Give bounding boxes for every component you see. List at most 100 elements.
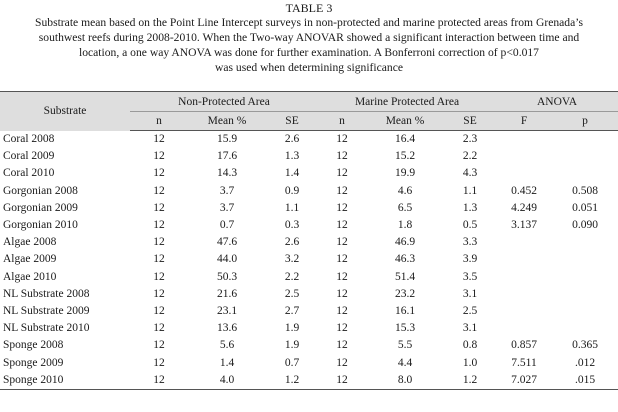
- cell-np-se: 2.2: [284, 270, 300, 283]
- cell-np-n: 12: [153, 339, 165, 352]
- cell-np-se: 2.7: [284, 305, 300, 318]
- header-marine-protected: Marine Protected Area: [318, 91, 497, 112]
- cell-mp-mean: 5.5: [397, 339, 413, 352]
- cell-mp-se: 3.9: [462, 253, 478, 266]
- table-row: Gorgonian 2010 12 0.7 0.3 12 1.8 0.5 3.137 0.090: [0, 217, 618, 234]
- header-np-n: n: [130, 111, 188, 131]
- cell-np-n: 12: [153, 219, 165, 232]
- cell-mp-se: 3.1: [462, 287, 478, 300]
- table-row: Sponge 2008 12 5.6 1.9 12 5.5 0.8 0.857 0.365: [0, 337, 618, 354]
- cell-np-se: 1.9: [284, 339, 300, 352]
- cell-anova-f: [496, 269, 552, 286]
- caption-line: southwest reefs during 2008-2010. When t…: [38, 31, 580, 44]
- cell-anova-p: [552, 303, 618, 320]
- cell-mp-mean: 4.6: [397, 184, 413, 197]
- cell-np-se: 2.6: [284, 133, 300, 145]
- cell-anova-p: 0.508: [572, 184, 598, 197]
- cell-np-mean: 47.6: [216, 236, 238, 249]
- cell-anova-f: [496, 251, 552, 268]
- header-non-protected: Non-Protected Area: [130, 91, 319, 112]
- cell-anova-f: [496, 131, 552, 149]
- cell-np-se: 1.2: [266, 371, 319, 391]
- cell-np-mean: 44.0: [216, 253, 238, 266]
- cell-mp-se: 4.3: [462, 167, 478, 180]
- cell-mp-mean: 46.3: [394, 253, 416, 266]
- cell-substrate: Algae 2010: [3, 270, 57, 283]
- cell-anova-p: [552, 234, 618, 251]
- cell-mp-n: 12: [336, 201, 348, 214]
- cell-mp-se: 2.3: [462, 133, 478, 145]
- table-row: Gorgonian 2008 12 3.7 0.9 12 4.6 1.1 0.452 0.508: [0, 183, 618, 200]
- cell-mp-n: 12: [318, 371, 367, 391]
- cell-substrate: NL Substrate 2008: [3, 287, 90, 300]
- cell-substrate: NL Substrate 2010: [3, 322, 90, 335]
- cell-mp-se: 0.8: [462, 339, 478, 352]
- cell-np-n: 12: [153, 270, 165, 283]
- cell-mp-n: 12: [336, 253, 348, 266]
- cell-np-n: 12: [130, 371, 188, 391]
- cell-substrate: Sponge 2008: [3, 339, 64, 352]
- header-substrate: Substrate: [0, 91, 130, 131]
- table-row: Sponge 2009 12 1.4 0.7 12 4.4 1.0 7.511 .012: [0, 355, 618, 372]
- cell-mp-n: 12: [336, 287, 348, 300]
- cell-anova-f: [496, 303, 552, 320]
- header-sub-row: n Mean % SE n Mean % SE F p: [0, 111, 618, 131]
- cell-np-se: 3.2: [284, 253, 300, 266]
- cell-mp-n: 12: [336, 305, 348, 318]
- cell-anova-f: [496, 234, 552, 251]
- cell-mp-mean: 23.2: [394, 287, 416, 300]
- cell-np-n: 12: [153, 201, 165, 214]
- cell-anova-f: 0.857: [511, 339, 537, 352]
- cell-np-se: 1.3: [284, 150, 300, 163]
- substrate-table: Substrate Non-Protected Area Marine Prot…: [0, 91, 618, 391]
- cell-anova-p: [552, 269, 618, 286]
- cell-anova-p: [552, 286, 618, 303]
- table-row: Algae 2010 12 50.3 2.2 12 51.4 3.5: [0, 269, 618, 286]
- caption-line: location, a one way ANOVA was done for f…: [79, 46, 539, 59]
- header-mp-se: SE: [444, 111, 497, 131]
- cell-mp-mean: 15.2: [394, 150, 416, 163]
- cell-mp-n: 12: [336, 150, 348, 163]
- cell-np-n: 12: [153, 322, 165, 335]
- cell-np-se: 0.9: [284, 184, 300, 197]
- cell-mp-se: 2.2: [462, 150, 478, 163]
- table-caption: Substrate mean based on the Point Line I…: [0, 15, 618, 75]
- cell-substrate: Gorgonian 2010: [3, 219, 78, 232]
- table-row: Algae 2009 12 44.0 3.2 12 46.3 3.9: [0, 251, 618, 268]
- cell-anova-p: [552, 131, 618, 149]
- cell-np-mean: 15.9: [216, 133, 238, 145]
- cell-np-mean: 4.0: [188, 371, 266, 391]
- cell-anova-p: .015: [552, 371, 618, 391]
- caption-line: was used when determining significance: [214, 61, 404, 74]
- cell-substrate: Coral 2008: [3, 132, 55, 145]
- table-row: Coral 2010 12 14.3 1.4 12 19.9 4.3: [0, 165, 618, 182]
- cell-mp-se: 2.5: [462, 305, 478, 318]
- cell-mp-n: 12: [336, 356, 348, 369]
- header-group-row: Substrate Non-Protected Area Marine Prot…: [0, 91, 618, 131]
- cell-anova-f: 0.452: [511, 184, 537, 197]
- cell-np-se: 0.7: [284, 356, 300, 369]
- cell-mp-n: 12: [336, 270, 348, 283]
- table-row: NL Substrate 2008 12 21.6 2.5 12 23.2 3.1: [0, 286, 618, 303]
- cell-np-mean: 5.6: [219, 339, 235, 352]
- cell-substrate: NL Substrate 2009: [3, 305, 90, 318]
- cell-anova-p: [552, 148, 618, 165]
- cell-np-se: 0.3: [284, 219, 300, 232]
- table-label: TABLE 3: [285, 1, 333, 15]
- cell-mp-mean: 4.4: [397, 356, 413, 369]
- cell-mp-mean: 1.8: [397, 219, 413, 232]
- cell-mp-se: 0.5: [462, 219, 478, 232]
- cell-mp-n: 12: [336, 339, 348, 352]
- header-anova: ANOVA: [496, 91, 618, 112]
- cell-np-se: 1.9: [284, 322, 300, 335]
- cell-mp-mean: 19.9: [394, 167, 416, 180]
- cell-np-mean: 14.3: [216, 167, 238, 180]
- cell-np-se: 2.5: [284, 287, 300, 300]
- cell-np-se: 2.6: [284, 236, 300, 249]
- cell-np-n: 12: [153, 184, 165, 197]
- header-np-se: SE: [266, 111, 319, 131]
- cell-np-n: 12: [153, 133, 165, 145]
- cell-anova-f: 7.027: [496, 371, 553, 391]
- table-body: Coral 2008 12 15.9 2.6 12 16.4 2.3 Coral 2009 12…: [0, 131, 618, 391]
- header-anova-f: F: [496, 111, 553, 131]
